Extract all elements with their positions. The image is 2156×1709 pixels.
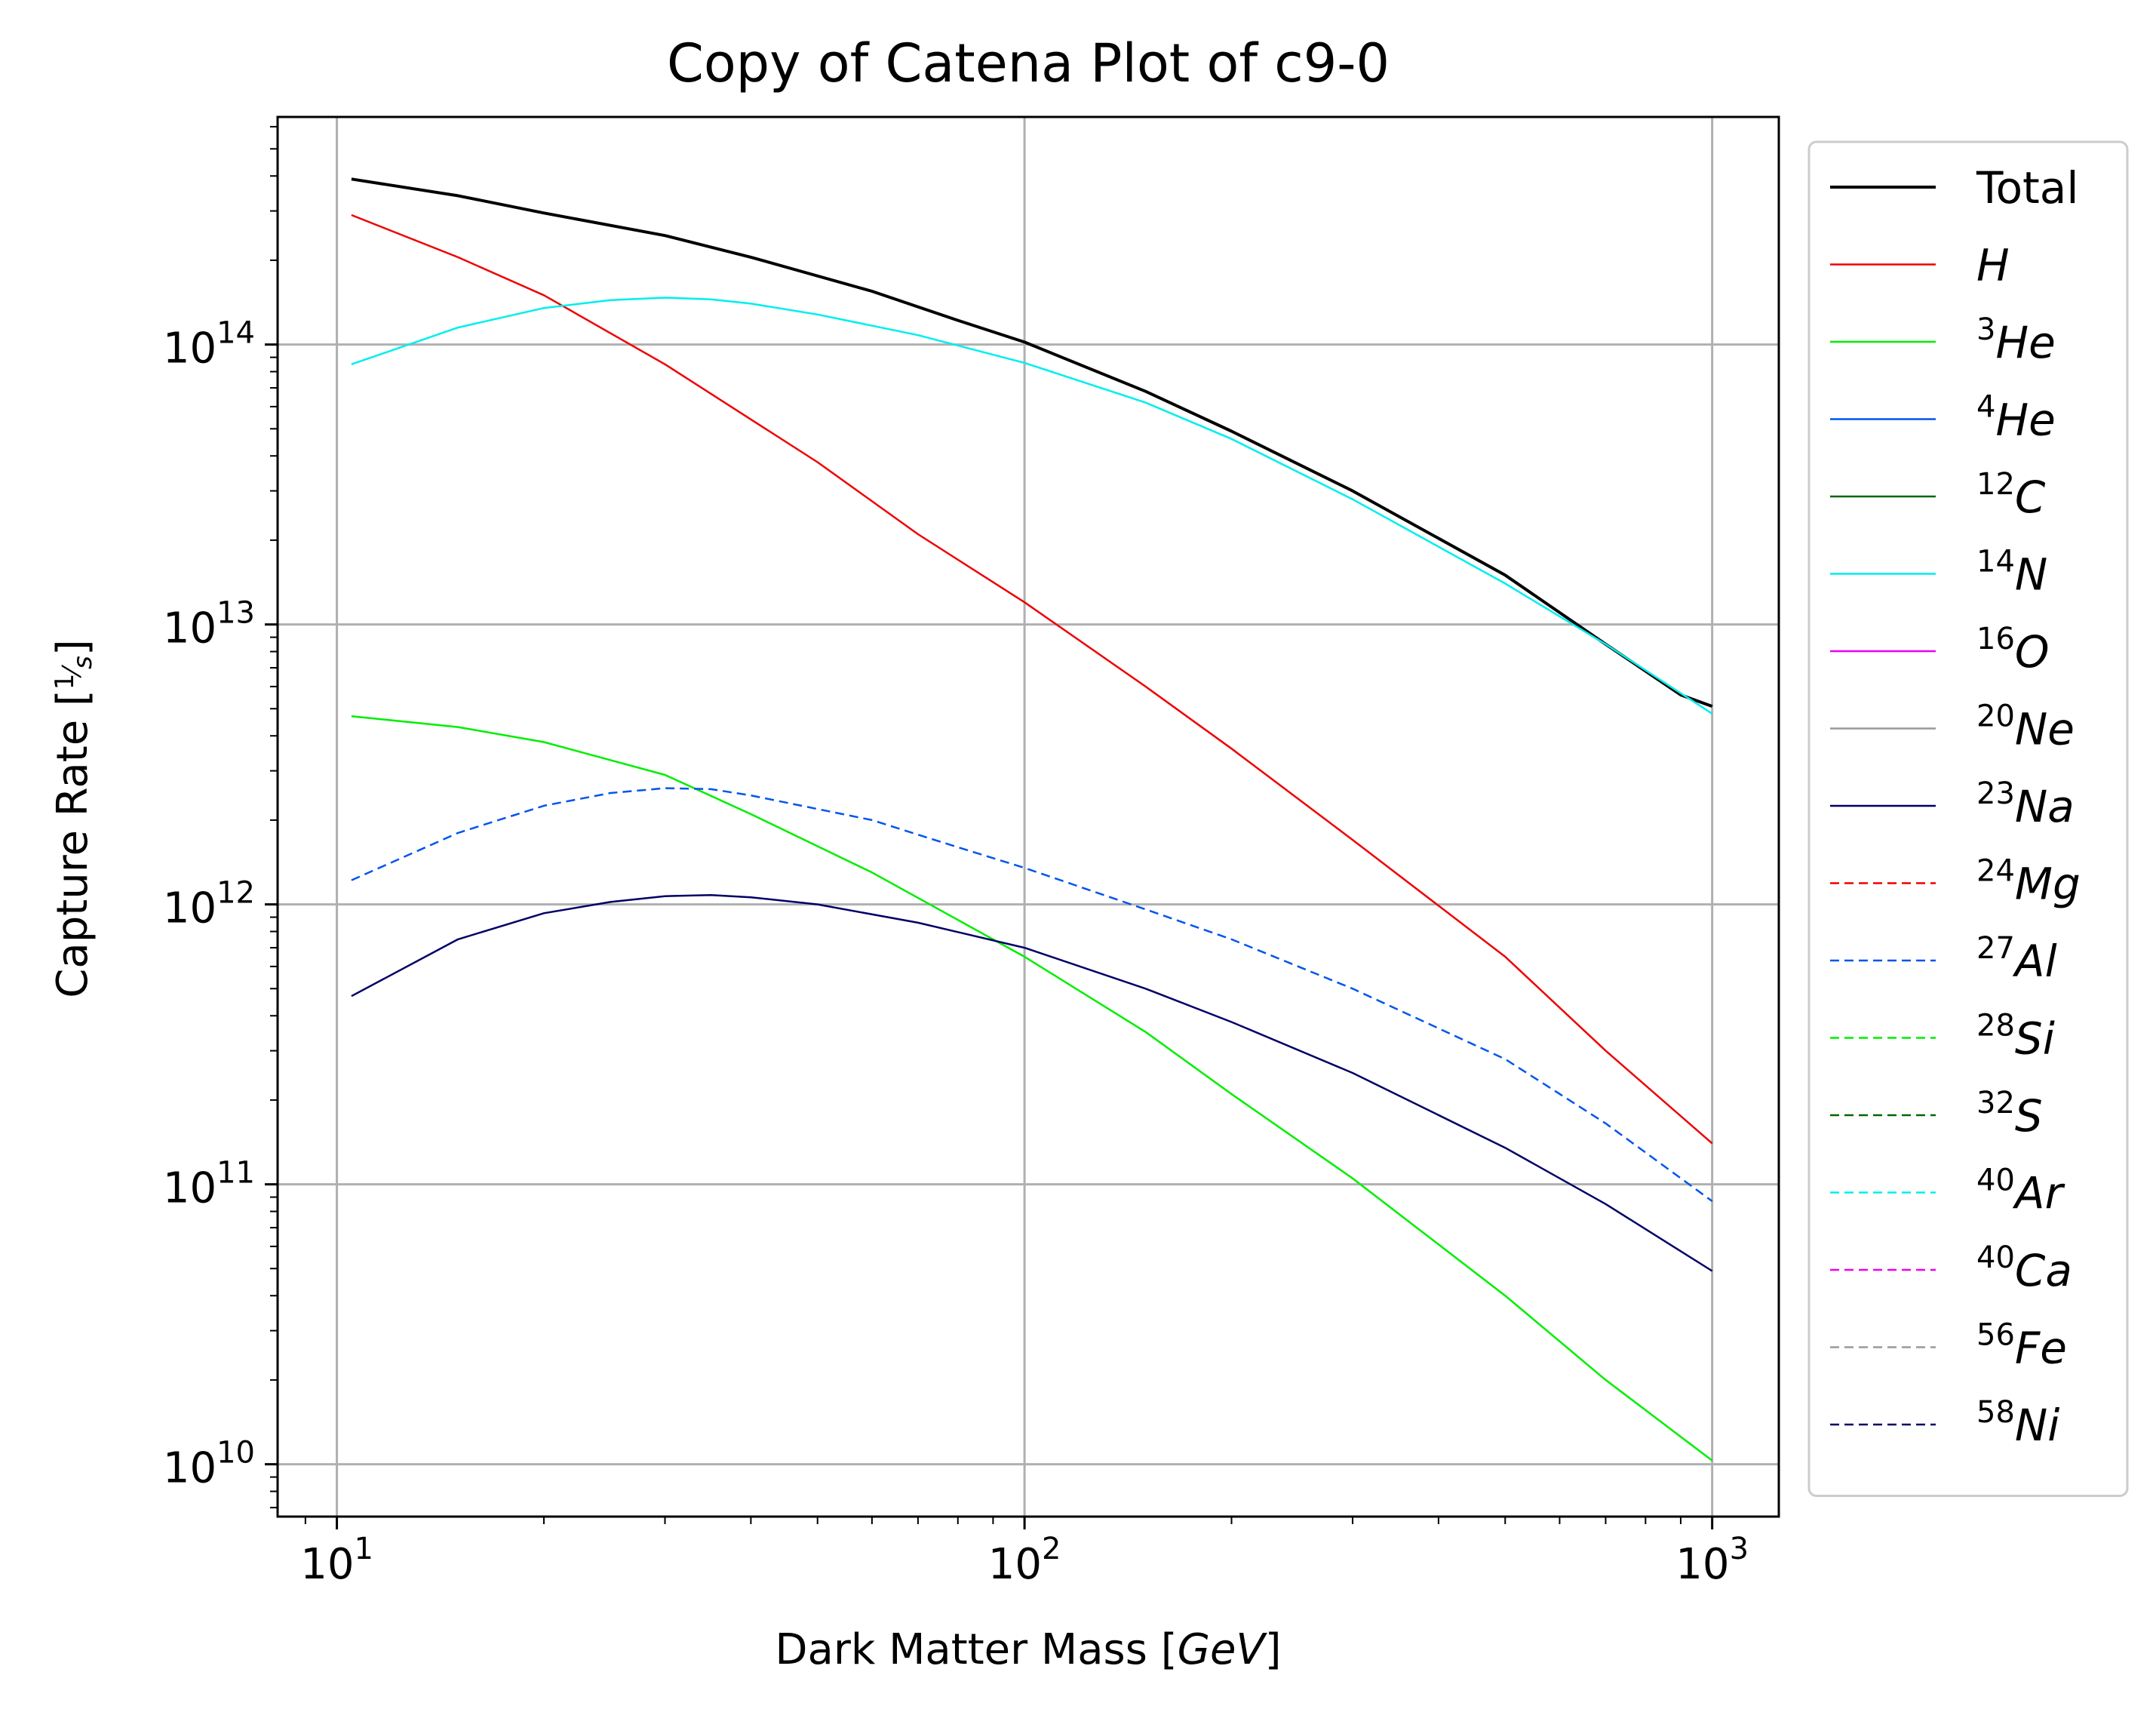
- x-tick-label: 103: [1675, 1532, 1749, 1589]
- y-tick-label: 1010: [163, 1436, 255, 1493]
- legend-label: 3He: [1976, 312, 2056, 368]
- chart-title: Copy of Catena Plot of c9-0: [667, 32, 1390, 94]
- legend-label: H: [1976, 240, 2010, 291]
- legend-label: 14N: [1976, 545, 2047, 601]
- legend-label: 24Mg: [1976, 854, 2081, 910]
- y-tick-label: 1011: [163, 1156, 255, 1213]
- legend-label: 16O: [1976, 622, 2050, 678]
- legend-label: 56Fe: [1976, 1318, 2067, 1374]
- legend-label: 20Ne: [1976, 699, 2075, 755]
- legend-label: 12C: [1976, 467, 2046, 523]
- series-line-14n: [351, 297, 1713, 715]
- legend-label: 23Na: [1976, 776, 2075, 832]
- series-line-total: [351, 177, 1713, 708]
- x-tick-label: 101: [300, 1532, 373, 1589]
- legend-label: 40Ar: [1976, 1163, 2065, 1219]
- plot-frame: [276, 115, 1780, 1518]
- legend-label: 27Al: [1976, 931, 2057, 987]
- legend-box: [1807, 140, 2129, 1497]
- y-tick-label: 1012: [163, 876, 255, 933]
- legend-label: Total: [1976, 162, 2078, 214]
- series-line-27al: [351, 787, 1713, 1203]
- x-axis-label: Dark Matter Mass [GeV]: [775, 1625, 1281, 1674]
- y-axis-label: Capture Rate [1⁄s]: [48, 639, 98, 997]
- series-line-3he: [351, 715, 1713, 1462]
- legend-label: 40Ca: [1976, 1240, 2072, 1296]
- series-line-h: [351, 214, 1713, 1145]
- series-line-23na: [351, 893, 1713, 1272]
- legend: Total H 3He 4He 12C 14N 16O 20Ne 23Na 24Mg 27Al 28S…: [1807, 140, 2129, 1497]
- x-tick-label: 102: [988, 1532, 1061, 1589]
- y-tick-label: 1013: [163, 596, 255, 653]
- legend-label: 58Ni: [1976, 1395, 2059, 1451]
- legend-label: 4He: [1976, 390, 2056, 446]
- y-tick-label: 1014: [163, 316, 255, 373]
- legend-label: 32S: [1976, 1086, 2043, 1142]
- plot-area: 101 102 103 1010 1011 1012 1013 1014 Dark Matter…: [48, 115, 1780, 1674]
- legend-label: 28Si: [1976, 1009, 2055, 1065]
